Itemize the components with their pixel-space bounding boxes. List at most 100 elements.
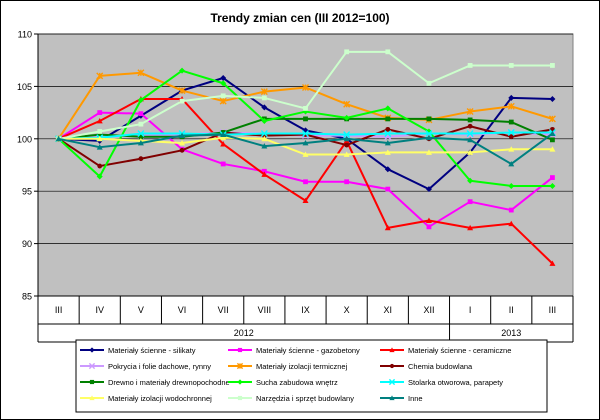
data-point [425,149,432,155]
legend-entry: Chemia budowlana [380,362,473,371]
data-point [425,186,432,193]
data-point [343,100,351,108]
data-point [467,136,474,143]
data-point [260,88,268,96]
data-point [179,147,185,153]
data-point [425,134,432,141]
data-point [302,197,309,204]
legend-marker [89,395,95,401]
data-point [260,130,268,138]
data-point [178,87,186,95]
x-tick-label: VII [218,305,229,315]
y-tick-label: 105 [17,82,32,92]
series-sucha-zabudowa-wnetrz [55,67,556,189]
data-point [261,171,268,177]
data-point [138,111,144,117]
legend-marker [237,347,243,353]
data-point [508,220,515,227]
x-tick-label: XII [423,305,434,315]
data-point [467,63,473,68]
legend-marker [389,395,395,401]
legend-label: Pokrycia i folie dachowe, rynny [108,362,211,371]
legend-entry: Inne [380,394,423,403]
data-point [384,130,392,138]
data-point [343,151,350,157]
legend-box [75,339,548,413]
legend-label: Materiały ścienne - gazobetony [256,346,360,355]
data-point [97,110,103,115]
legend-marker [88,362,96,370]
data-point [179,98,185,104]
data-point [344,49,350,55]
data-point [261,104,268,111]
data-point [55,135,62,142]
data-point [550,175,555,180]
plot-background [37,33,574,297]
data-point [467,149,474,155]
data-point [220,131,227,138]
x-tick-label: VI [178,305,187,315]
legend-marker [389,347,395,353]
data-point [220,161,226,167]
data-point [302,130,309,138]
data-point [343,131,351,139]
data-point [549,130,556,136]
x-tick-label: III [549,305,557,315]
data-point [137,139,144,146]
x-tick-label: I [469,305,472,315]
data-point [137,69,145,77]
x-tick-label: VIII [258,305,272,315]
data-point [507,102,515,110]
data-point [261,143,268,149]
data-point [303,179,308,185]
data-point [96,135,103,142]
data-point [302,83,309,91]
data-point [467,123,473,129]
data-point [426,224,432,230]
data-point [137,130,145,138]
legend-entry: Materiały izolacji wodochronnej [80,394,212,403]
data-point [467,117,473,123]
data-point [384,166,391,173]
series-inne [55,130,556,167]
legend-label: Stolarka otworowa, parapety [408,378,503,387]
data-point [466,130,474,138]
legend-label: Materiały izolacji termicznej [256,362,348,371]
data-point [384,139,391,146]
legend-entry: Stolarka otworowa, parapety [380,378,503,387]
legend-label: Drewno i materiały drewnopochodne [108,378,230,387]
legend-marker [89,347,95,353]
data-point [303,116,308,122]
series-layer [55,49,556,266]
data-point [179,67,186,74]
data-point [549,182,556,189]
legend-marker [89,379,95,385]
legend-entry: Materiały izolacji termicznej [228,362,348,371]
data-point [467,177,474,184]
data-point [508,182,515,189]
data-point [385,116,391,122]
data-point [97,163,103,169]
data-point [302,139,309,146]
data-point [261,117,268,124]
data-point [508,146,515,152]
plot-area [37,33,574,297]
data-point [219,97,227,105]
data-point [384,105,391,112]
data-point [548,115,556,123]
legend-entry: Sucha zabudowa wnętrz [228,378,338,387]
legend: Materiały ścienne - silikaty Materiały śc… [75,339,548,413]
data-point [179,132,186,139]
data-point [425,130,433,138]
legend-label: Materiały ścienne - ceramiczne [408,346,511,355]
legend-marker [236,362,244,370]
data-point [385,49,391,55]
data-point [507,129,515,137]
data-point [508,63,514,68]
data-point [220,75,227,82]
legend-label: Materiały izolacji wodochronnej [108,394,212,403]
legend-entry: Pokrycia i folie dachowe, rynny [80,362,211,371]
data-point [549,146,556,152]
